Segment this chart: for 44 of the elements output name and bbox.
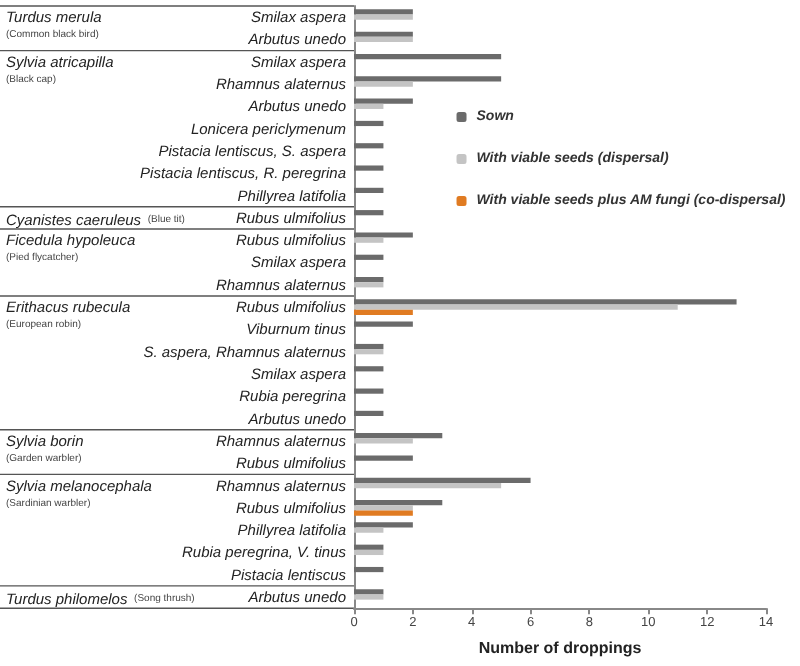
bar xyxy=(354,433,443,439)
bar xyxy=(354,388,384,394)
bar xyxy=(354,9,413,15)
bar xyxy=(354,343,384,350)
bar xyxy=(354,594,384,600)
bar xyxy=(354,477,531,483)
bar xyxy=(354,76,502,82)
bar xyxy=(354,187,384,193)
bar xyxy=(354,349,384,355)
bar xyxy=(354,14,413,20)
bar xyxy=(354,81,413,87)
bar xyxy=(354,549,384,556)
bar xyxy=(354,98,413,104)
bar xyxy=(354,103,384,109)
bar xyxy=(354,522,413,528)
bar xyxy=(354,410,384,417)
bar xyxy=(354,482,502,489)
bar xyxy=(354,438,413,444)
bar xyxy=(354,366,384,372)
bar xyxy=(354,527,384,533)
bar xyxy=(354,254,384,260)
bar xyxy=(354,237,384,243)
bar xyxy=(354,53,502,60)
bar xyxy=(354,31,413,37)
bar xyxy=(354,282,384,288)
bar xyxy=(354,500,443,506)
bar xyxy=(354,120,384,127)
bar xyxy=(354,505,413,511)
bar xyxy=(354,566,384,573)
bar xyxy=(354,304,678,310)
bar xyxy=(354,321,413,327)
bar xyxy=(354,232,413,238)
bar xyxy=(354,309,413,315)
bar xyxy=(354,143,384,149)
bar xyxy=(354,510,413,516)
bar xyxy=(354,36,413,43)
bar xyxy=(354,165,384,171)
bar xyxy=(354,210,384,216)
x-axis-title: Number of droppings xyxy=(478,639,643,657)
bar xyxy=(354,299,737,305)
bar xyxy=(354,544,384,550)
bar xyxy=(354,277,384,283)
bar xyxy=(354,455,413,461)
bar xyxy=(354,589,384,595)
